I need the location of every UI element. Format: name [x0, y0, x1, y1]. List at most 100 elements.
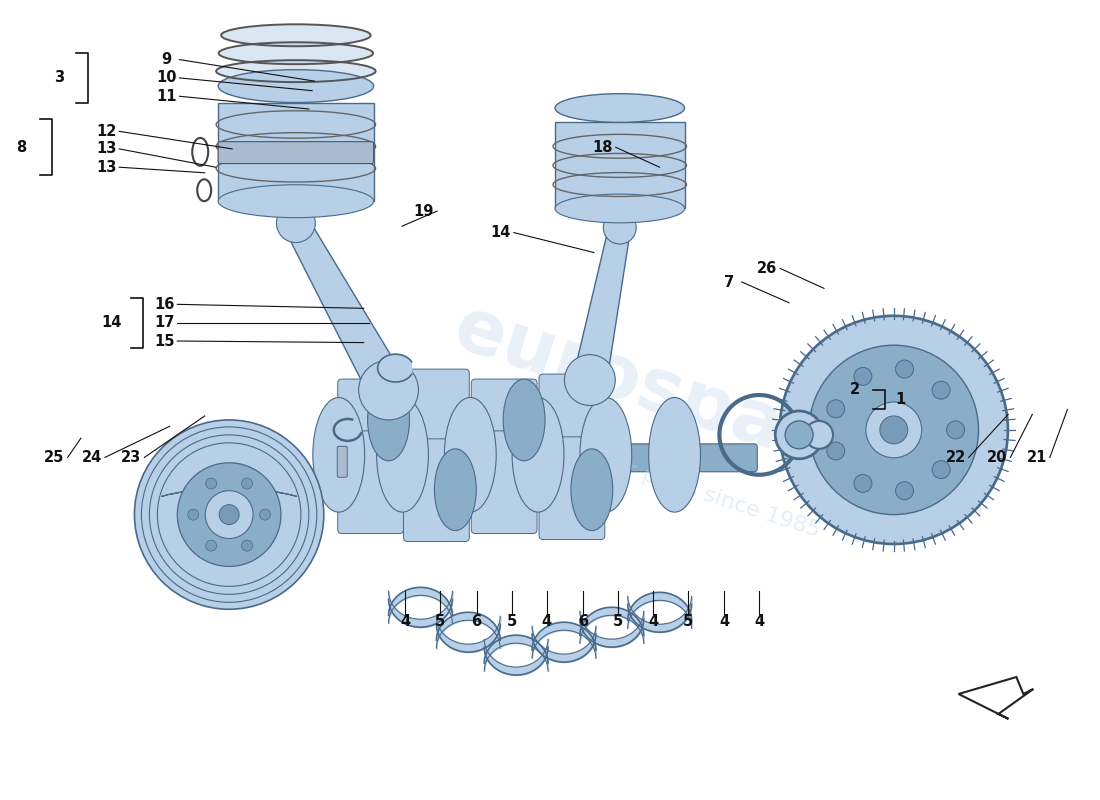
Circle shape [827, 400, 845, 418]
Circle shape [810, 345, 979, 514]
Text: 12: 12 [96, 124, 117, 139]
Circle shape [854, 474, 872, 492]
Circle shape [242, 540, 253, 551]
Text: 4: 4 [541, 614, 552, 629]
Text: 26: 26 [757, 261, 778, 276]
Text: 5: 5 [613, 614, 623, 629]
Circle shape [206, 478, 217, 489]
Ellipse shape [556, 94, 684, 122]
Circle shape [776, 411, 823, 458]
Ellipse shape [649, 398, 701, 512]
Text: 17: 17 [154, 315, 174, 330]
Text: 19: 19 [414, 203, 435, 218]
Text: 14: 14 [101, 315, 122, 330]
Circle shape [206, 540, 217, 551]
Ellipse shape [513, 398, 564, 512]
Text: 24: 24 [81, 450, 102, 465]
Ellipse shape [221, 24, 371, 46]
Circle shape [866, 402, 922, 458]
Ellipse shape [376, 398, 428, 512]
Circle shape [242, 478, 253, 489]
Text: 14: 14 [491, 225, 510, 240]
Ellipse shape [580, 398, 631, 512]
Polygon shape [377, 354, 411, 382]
Polygon shape [285, 217, 406, 400]
Circle shape [564, 354, 615, 406]
Circle shape [260, 509, 271, 520]
FancyBboxPatch shape [338, 431, 404, 534]
Text: 23: 23 [121, 450, 142, 465]
Text: 6: 6 [472, 614, 482, 629]
Circle shape [603, 211, 636, 244]
Text: 8: 8 [16, 140, 26, 154]
Text: 13: 13 [96, 160, 117, 174]
Ellipse shape [367, 379, 409, 461]
Circle shape [805, 421, 833, 449]
Text: 16: 16 [154, 297, 174, 312]
Circle shape [947, 421, 965, 439]
Polygon shape [958, 677, 1033, 719]
Ellipse shape [218, 185, 374, 218]
Circle shape [276, 204, 316, 242]
Text: 25: 25 [44, 450, 65, 465]
Text: 9: 9 [162, 52, 172, 67]
Text: 5: 5 [506, 614, 517, 629]
FancyBboxPatch shape [338, 446, 348, 478]
Text: 4: 4 [755, 614, 764, 629]
FancyBboxPatch shape [218, 142, 374, 163]
Ellipse shape [219, 42, 373, 64]
FancyBboxPatch shape [404, 439, 470, 542]
Text: 10: 10 [156, 70, 177, 86]
Circle shape [854, 367, 872, 386]
Text: a passion for parts since 1985: a passion for parts since 1985 [496, 418, 823, 542]
Text: 4: 4 [400, 614, 410, 629]
Text: 22: 22 [946, 450, 966, 465]
Ellipse shape [218, 70, 374, 102]
Polygon shape [218, 102, 374, 201]
Circle shape [932, 461, 950, 478]
FancyBboxPatch shape [318, 444, 757, 472]
Ellipse shape [312, 398, 364, 512]
Ellipse shape [217, 60, 375, 82]
Circle shape [177, 462, 280, 566]
Circle shape [134, 420, 323, 610]
FancyBboxPatch shape [539, 437, 605, 539]
Text: 11: 11 [156, 89, 177, 104]
Text: 7: 7 [724, 274, 734, 290]
Ellipse shape [556, 194, 684, 223]
FancyBboxPatch shape [539, 374, 605, 477]
FancyBboxPatch shape [404, 369, 470, 472]
Ellipse shape [434, 449, 476, 530]
Ellipse shape [503, 379, 544, 461]
Text: 3: 3 [54, 70, 64, 86]
Text: 6: 6 [578, 614, 587, 629]
Ellipse shape [571, 449, 613, 530]
Circle shape [827, 442, 845, 460]
Circle shape [895, 482, 913, 500]
Circle shape [779, 315, 1009, 545]
Text: 21: 21 [1026, 450, 1047, 465]
Circle shape [785, 421, 813, 449]
Circle shape [932, 382, 950, 399]
Polygon shape [556, 122, 684, 209]
Circle shape [206, 490, 253, 538]
Text: 4: 4 [719, 614, 729, 629]
Ellipse shape [444, 398, 496, 512]
Text: eurospares: eurospares [444, 292, 918, 508]
FancyBboxPatch shape [471, 379, 537, 482]
Text: 15: 15 [154, 334, 175, 349]
Polygon shape [573, 226, 630, 383]
Circle shape [188, 509, 199, 520]
Text: 18: 18 [593, 140, 613, 154]
Text: 2: 2 [849, 382, 860, 397]
Text: 5: 5 [683, 614, 693, 629]
Text: 13: 13 [96, 142, 117, 156]
Circle shape [895, 360, 913, 378]
Circle shape [219, 505, 239, 525]
Text: 4: 4 [648, 614, 658, 629]
Text: 1: 1 [895, 392, 906, 406]
FancyBboxPatch shape [338, 379, 404, 482]
Circle shape [359, 360, 418, 420]
FancyBboxPatch shape [471, 431, 537, 534]
Circle shape [880, 416, 907, 444]
